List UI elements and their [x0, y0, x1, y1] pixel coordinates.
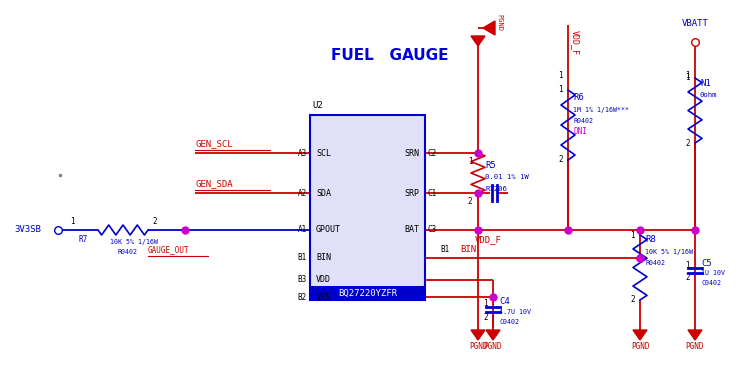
Text: C3: C3 [427, 225, 436, 234]
Text: FUEL   GAUGE: FUEL GAUGE [332, 48, 448, 63]
Text: R0402: R0402 [573, 118, 593, 124]
Text: 1: 1 [558, 70, 563, 80]
Text: SRP: SRP [404, 188, 419, 198]
Text: VDD_F: VDD_F [571, 30, 580, 55]
Text: 1M 1% 1/16W***: 1M 1% 1/16W*** [573, 107, 629, 113]
Text: A2: A2 [298, 188, 307, 198]
Text: GAUGE_OUT: GAUGE_OUT [148, 245, 190, 254]
Polygon shape [471, 330, 485, 340]
Bar [310, 115, 425, 300]
Text: R0402: R0402 [645, 260, 665, 266]
Text: 3V3SB: 3V3SB [14, 225, 40, 234]
Text: 2: 2 [630, 296, 635, 305]
Text: 1U 10V: 1U 10V [701, 270, 725, 276]
Text: 0ohm: 0ohm [700, 92, 718, 98]
Text: SDA: SDA [316, 188, 331, 198]
Text: N1: N1 [700, 78, 711, 87]
Polygon shape [633, 330, 647, 340]
Text: GEN_SCL: GEN_SCL [195, 139, 232, 149]
Text: SCL: SCL [316, 149, 331, 158]
Text: 0.01 1% 1W: 0.01 1% 1W [485, 174, 529, 180]
Text: PGND: PGND [469, 342, 488, 351]
Polygon shape [471, 36, 485, 46]
Polygon shape [688, 330, 702, 340]
Text: VBATT: VBATT [682, 19, 709, 28]
Text: 1: 1 [630, 230, 635, 239]
Text: R7: R7 [78, 234, 88, 244]
Text: VDD_F: VDD_F [475, 236, 502, 245]
Text: PGND: PGND [686, 342, 704, 351]
Text: 2: 2 [558, 155, 563, 164]
Bar [311, 286, 424, 300]
Text: 2: 2 [153, 218, 158, 227]
Text: GEN_SDA: GEN_SDA [195, 179, 232, 188]
Text: PGND: PGND [484, 342, 502, 351]
Polygon shape [486, 330, 500, 340]
Text: PGND: PGND [631, 342, 650, 351]
Text: R8: R8 [645, 236, 656, 245]
Text: VSS: VSS [316, 293, 331, 302]
Text: A1: A1 [298, 225, 307, 234]
Text: 2: 2 [483, 313, 488, 322]
Text: C4: C4 [499, 297, 510, 307]
Text: A3: A3 [298, 149, 307, 158]
Text: C0402: C0402 [701, 280, 721, 286]
Text: 1: 1 [468, 156, 472, 166]
Text: 10K 5% 1/16W: 10K 5% 1/16W [110, 239, 158, 245]
Text: R5: R5 [485, 161, 496, 170]
Text: C0402: C0402 [499, 319, 519, 325]
Text: 1: 1 [483, 299, 488, 308]
Text: B2: B2 [298, 293, 307, 302]
Text: BAT: BAT [404, 225, 419, 234]
Text: DNI: DNI [573, 127, 586, 136]
Text: U2: U2 [312, 101, 322, 110]
Text: B1: B1 [440, 245, 449, 253]
Text: B1: B1 [298, 253, 307, 262]
Text: 10K 5% 1/16W: 10K 5% 1/16W [645, 249, 693, 255]
Text: BIN: BIN [460, 245, 476, 253]
Text: 1: 1 [558, 86, 563, 95]
Polygon shape [483, 21, 495, 35]
Text: BIN: BIN [316, 253, 331, 262]
Text: 1: 1 [686, 70, 690, 80]
Text: GPOUT: GPOUT [316, 225, 341, 234]
Text: B3: B3 [298, 276, 307, 285]
Text: R1206: R1206 [485, 186, 507, 192]
Text: R6: R6 [573, 93, 584, 103]
Text: 2: 2 [686, 138, 690, 147]
Text: 2: 2 [686, 273, 690, 282]
Text: C1: C1 [427, 188, 436, 198]
Text: PGND: PGND [496, 14, 502, 31]
Text: 2: 2 [468, 196, 472, 205]
Text: SRN: SRN [404, 149, 419, 158]
Text: VDD: VDD [316, 276, 331, 285]
Text: C2: C2 [427, 149, 436, 158]
Text: 1: 1 [70, 218, 74, 227]
Text: 1: 1 [686, 261, 690, 270]
Text: 4.7U 10V: 4.7U 10V [499, 309, 531, 315]
Text: BQ27220YZFR: BQ27220YZFR [338, 288, 397, 297]
Text: R0402: R0402 [118, 249, 138, 255]
Text: 1: 1 [686, 74, 690, 83]
Text: C5: C5 [701, 259, 712, 268]
